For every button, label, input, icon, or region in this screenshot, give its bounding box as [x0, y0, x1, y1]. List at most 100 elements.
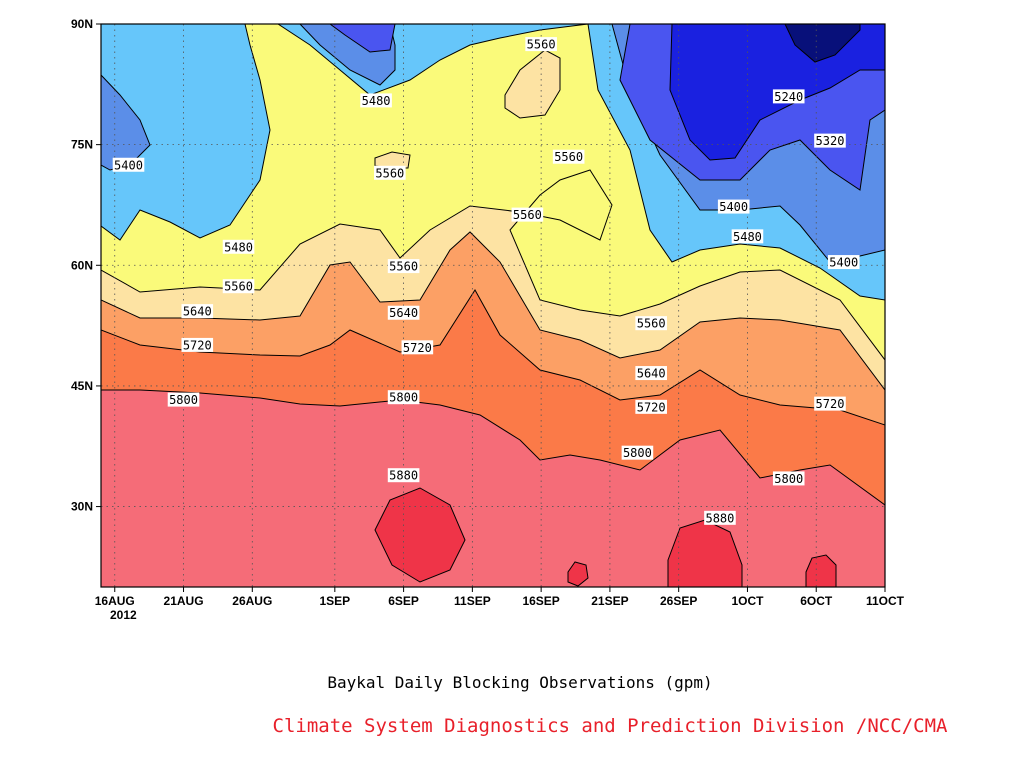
- contour-label-text: 5880: [389, 469, 418, 483]
- contour-label: 5880: [704, 510, 736, 525]
- contour-label-text: 5720: [637, 400, 666, 414]
- y-axis: 30N 45N 60N 75N 90N: [71, 17, 101, 514]
- contour-label-bg: [112, 157, 145, 172]
- x-tick-label: 1OCT: [731, 594, 764, 608]
- y-tick-label: 90N: [71, 17, 93, 31]
- x-axis: 16AUG 21AUG 26AUG 1SEP 6SEP 11SEP 16SEP 21SEP 26…: [95, 587, 905, 608]
- contour-fill-5880-cell-2: [567, 561, 589, 587]
- contour-label: 5400: [112, 157, 145, 172]
- contour-label-bg: [635, 399, 667, 414]
- contour-label: 5560: [525, 37, 557, 52]
- contour-label-bg: [511, 207, 544, 222]
- contour-label-bg: [635, 316, 667, 331]
- contour-fill-5880-cell-1: [374, 487, 466, 583]
- contour-label: 5240: [772, 89, 805, 104]
- contour-label: 5480: [222, 239, 255, 254]
- contour-label-text: 5640: [389, 306, 418, 320]
- contour-label: 5640: [635, 366, 667, 381]
- x-tick-label: 11OCT: [866, 594, 905, 608]
- contour-label-text: 5800: [623, 446, 652, 460]
- contour-label-text: 5560: [554, 150, 583, 164]
- contour-label-text: 5480: [224, 240, 253, 254]
- contour-label-bg: [387, 390, 420, 405]
- contour-label: 5400: [827, 255, 860, 270]
- contour-label-text: 5480: [733, 230, 762, 244]
- y-tick-label: 60N: [71, 258, 93, 272]
- x-axis-year-label: 2012: [110, 608, 137, 622]
- contour-label-bg: [401, 340, 434, 355]
- contour-label-text: 5880: [705, 511, 734, 525]
- contour-label: 5640: [181, 304, 214, 319]
- contour-label: 5800: [387, 390, 420, 405]
- contour-label-bg: [181, 304, 214, 319]
- contour-label: 5800: [772, 471, 805, 486]
- contour-label: 5800: [621, 445, 654, 460]
- contour-label: 5720: [814, 396, 846, 411]
- contour-label-bg: [717, 199, 750, 214]
- contour-label: 5800: [167, 392, 200, 407]
- contour-label: 5480: [360, 93, 392, 108]
- contour-label-bg: [222, 239, 255, 254]
- x-tick-label: 6OCT: [800, 594, 833, 608]
- contour-label: 5880: [387, 468, 420, 483]
- contour-fill-5560-blob: [504, 49, 561, 119]
- contour-label-bg: [704, 510, 736, 525]
- contour-label-text: 5720: [403, 341, 432, 355]
- chart-title: Baykal Daily Blocking Observations (gpm): [327, 673, 712, 692]
- contour-fill-5880-cell-4: [805, 554, 837, 587]
- contour-label-bg: [387, 259, 420, 274]
- contour-fill-below-5240: [784, 24, 861, 63]
- contour-label-bg: [525, 37, 557, 52]
- contour-label-text: 5800: [169, 393, 198, 407]
- contour-fill-layers: [101, 24, 885, 587]
- contour-label: 5560: [552, 149, 585, 164]
- contour-label-text: 5480: [362, 94, 391, 108]
- x-tick-label: 26SEP: [660, 594, 697, 608]
- contour-label: 5720: [401, 340, 434, 355]
- contour-label-text: 5720: [183, 338, 212, 352]
- contour-label-text: 5400: [114, 158, 143, 172]
- contour-label-text: 5240: [774, 90, 803, 104]
- x-tick-label: 26AUG: [232, 594, 272, 608]
- contour-fill-5880-cell-3: [667, 519, 743, 587]
- contour-label-text: 5560: [389, 260, 418, 274]
- contour-label-bg: [814, 396, 846, 411]
- x-tick-label: 16AUG: [95, 594, 135, 608]
- x-tick-label: 16SEP: [522, 594, 559, 608]
- contour-label-bg: [360, 93, 392, 108]
- contour-label: 5560: [387, 259, 420, 274]
- contour-label-bg: [387, 305, 420, 320]
- contour-labels: 5560 5480 5240 5320 5400 5560 5560 5560 5400 5480…: [112, 37, 860, 525]
- contour-label-text: 5320: [816, 134, 845, 148]
- contour-label-bg: [181, 337, 214, 352]
- y-tick-label: 45N: [71, 379, 93, 393]
- contour-label-bg: [635, 366, 667, 381]
- contour-label-text: 5640: [637, 367, 666, 381]
- contour-label: 5640: [387, 305, 420, 320]
- x-tick-label: 21AUG: [164, 594, 204, 608]
- contour-label-bg: [374, 165, 406, 180]
- contour-label: 5560: [374, 165, 406, 180]
- plot-frame: [100, 23, 886, 588]
- contour-label-text: 5560: [224, 280, 253, 294]
- contour-label: 5720: [181, 337, 214, 352]
- contour-label-bg: [621, 445, 654, 460]
- contour-label-bg: [827, 255, 860, 270]
- contour-label-text: 5640: [183, 305, 212, 319]
- contour-label: 5560: [222, 279, 255, 294]
- contour-label-text: 5560: [375, 166, 404, 180]
- contour-label-text: 5560: [513, 208, 542, 222]
- credit-line: Climate System Diagnostics and Predictio…: [273, 715, 948, 737]
- x-tick-label: 1SEP: [319, 594, 350, 608]
- contour-label-bg: [772, 471, 805, 486]
- contour-label-bg: [731, 229, 764, 244]
- contour-label-bg: [814, 133, 846, 148]
- contour-label-text: 5560: [527, 38, 556, 52]
- contour-label-bg: [222, 279, 255, 294]
- contour-label-bg: [772, 89, 805, 104]
- contour-label-text: 5400: [719, 200, 748, 214]
- contour-label: 5480: [731, 229, 764, 244]
- y-tick-label: 30N: [71, 500, 93, 514]
- contour-label-text: 5560: [637, 317, 666, 331]
